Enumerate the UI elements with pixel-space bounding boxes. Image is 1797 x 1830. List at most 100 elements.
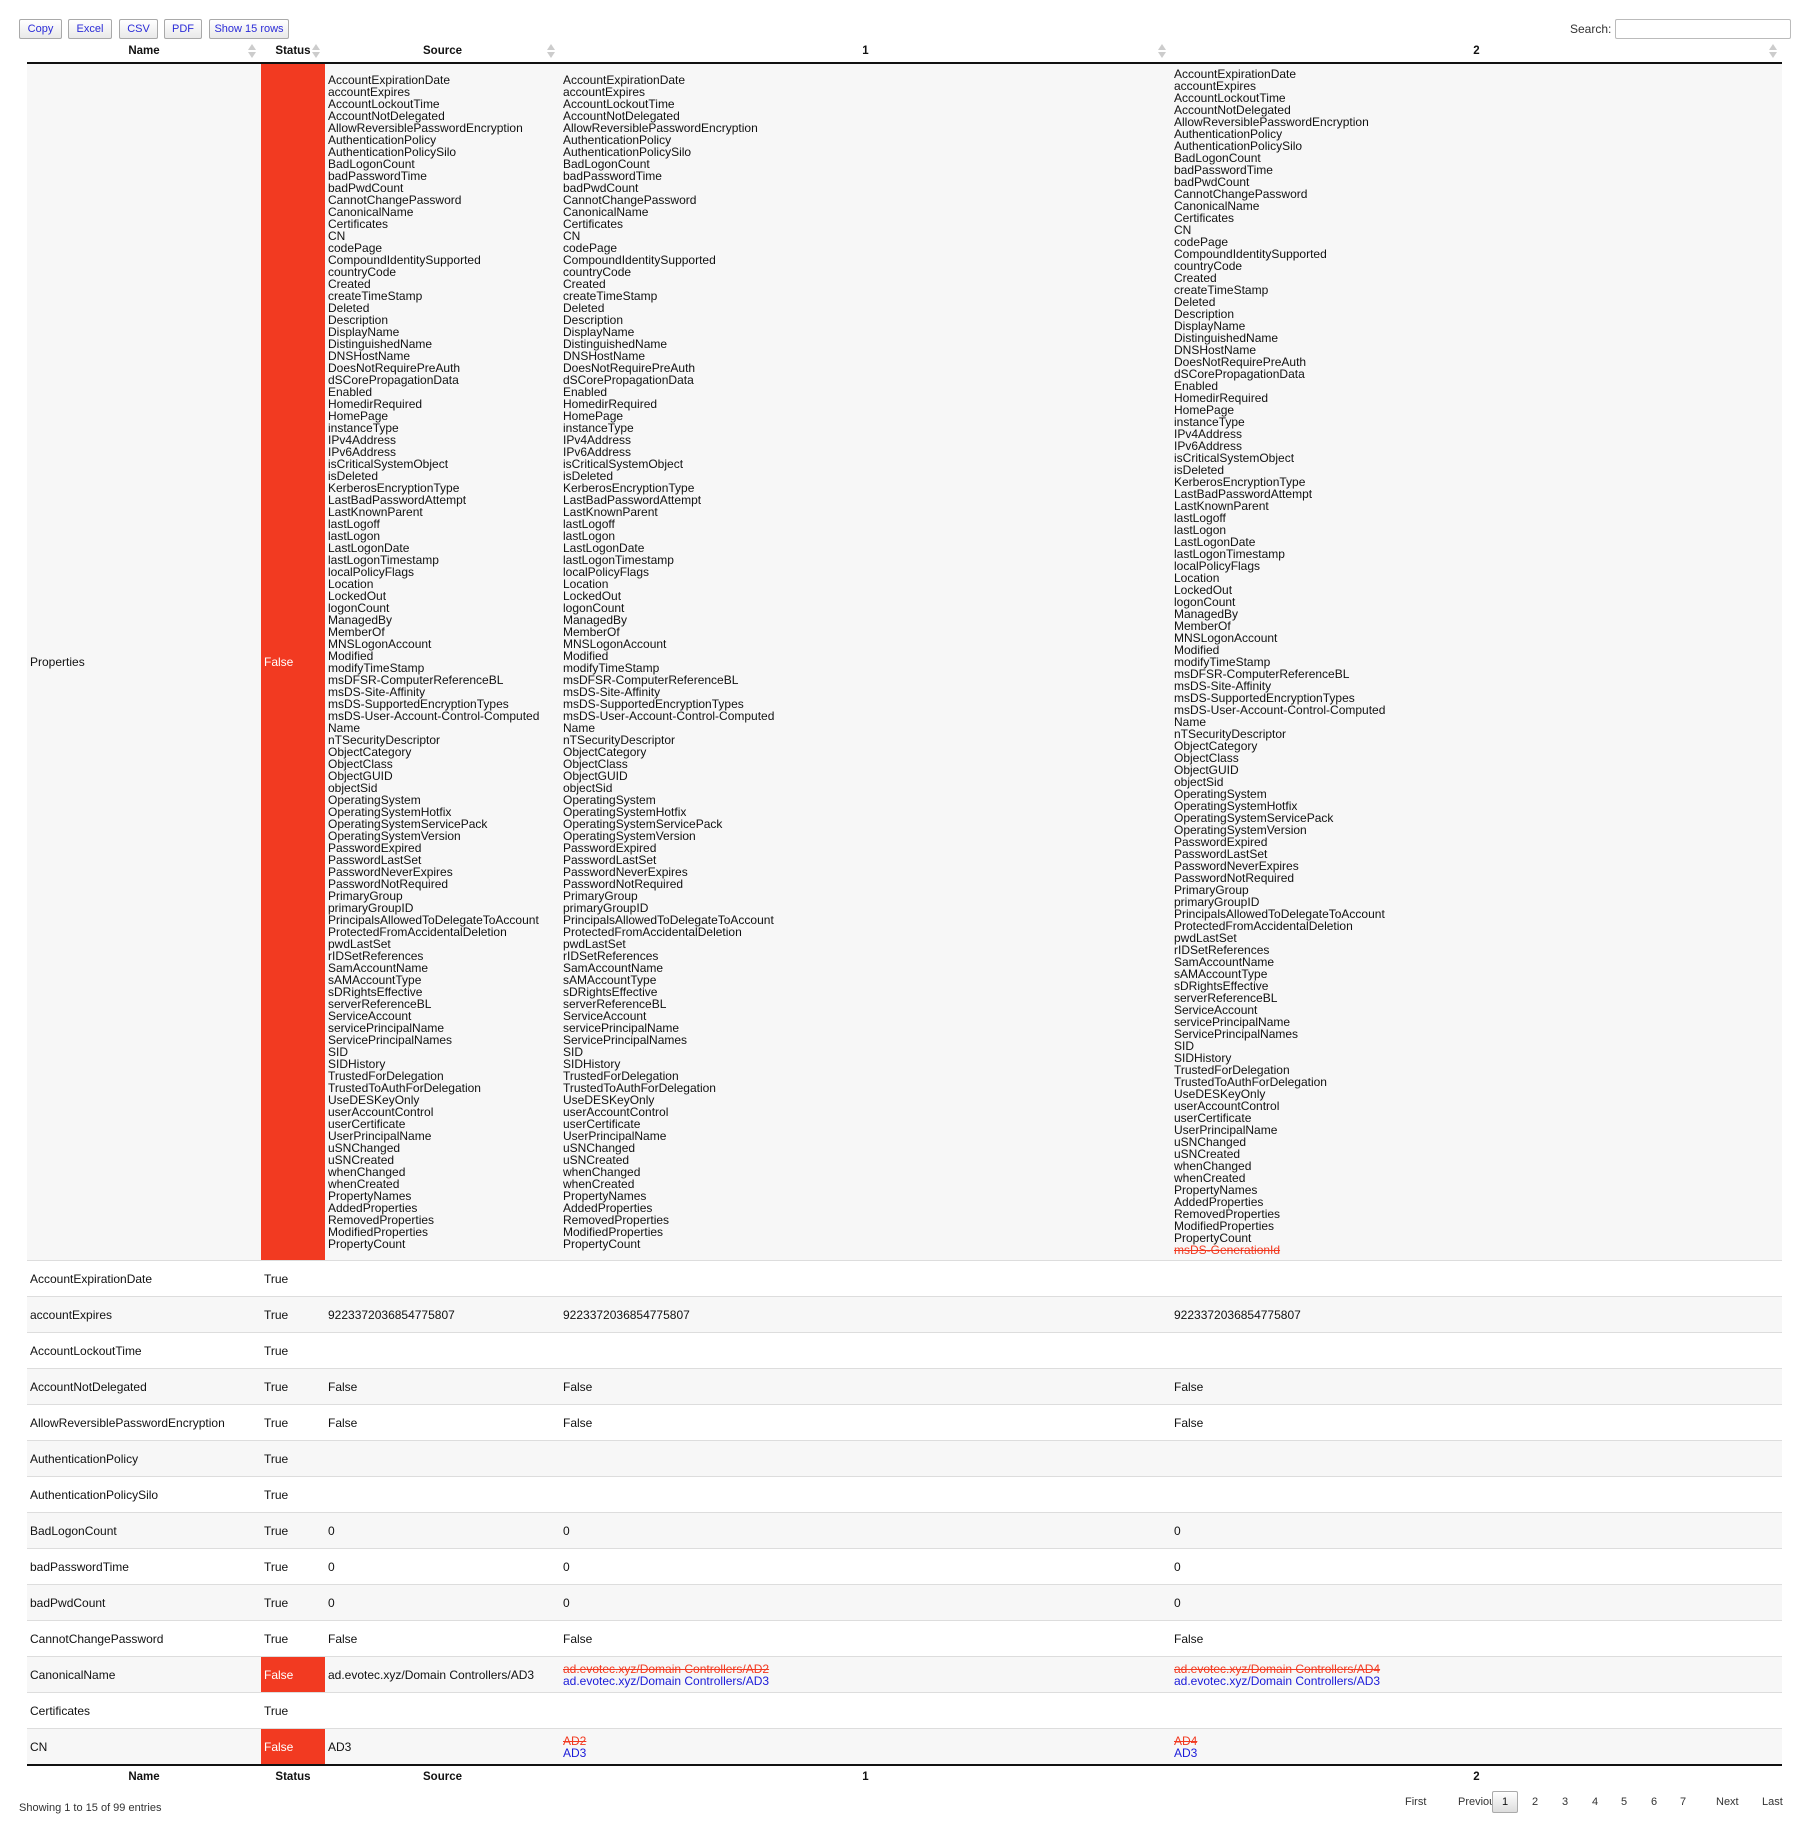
column-footer-source: Source (325, 1764, 560, 1787)
value: LastBadPasswordAttempt (328, 493, 467, 507)
pagination-page-current[interactable]: 1 (1492, 1791, 1518, 1813)
row-name: CannotChangePassword (27, 1620, 261, 1657)
value: userCertificate (328, 1117, 406, 1131)
value: BadLogonCount (1174, 151, 1261, 165)
sort-arrows-icon[interactable] (248, 43, 256, 59)
column-header-label: Status (275, 45, 311, 57)
status-badge: True (261, 1692, 325, 1729)
value: MNSLogonAccount (563, 637, 667, 651)
value: MemberOf (1174, 619, 1231, 633)
pagination-page[interactable]: 3 (1562, 1796, 1569, 1808)
value: PropertyCount (563, 1237, 641, 1251)
row-name: AccountExpirationDate (27, 1260, 261, 1297)
row-name: CN (27, 1728, 261, 1765)
value: CanonicalName (328, 205, 414, 219)
pagination-page[interactable]: 4 (1592, 1796, 1599, 1808)
table-row: CannotChangePassword True False False False (27, 1620, 1782, 1657)
pdf-button[interactable]: PDF (164, 19, 202, 39)
source-values: 0 (325, 1512, 560, 1549)
value: uSNChanged (563, 1141, 636, 1155)
pagination-previous[interactable]: Previous (1458, 1796, 1501, 1808)
source-values: False (325, 1404, 560, 1441)
value: OperatingSystemServicePack (1174, 811, 1334, 825)
value: ObjectClass (563, 757, 628, 771)
column-header-status[interactable]: Status (261, 41, 325, 64)
value: PasswordNotRequired (1174, 871, 1295, 885)
excel-button[interactable]: Excel (68, 19, 112, 39)
value: IPv6Address (328, 445, 397, 459)
column-header-col-2[interactable]: 2 (1171, 41, 1782, 64)
value: Created (1174, 271, 1217, 285)
row-name: accountExpires (27, 1296, 261, 1333)
value: OperatingSystem (328, 793, 421, 807)
value: SID (1174, 1039, 1195, 1053)
value: MNSLogonAccount (328, 637, 432, 651)
status-badge: True (261, 1260, 325, 1297)
value: UserPrincipalName (328, 1129, 432, 1143)
value: whenChanged (1174, 1159, 1252, 1173)
value: lastLogoff (1174, 511, 1226, 525)
column-header-name[interactable]: Name (27, 41, 261, 64)
value: pwdLastSet (328, 937, 391, 951)
pagination-page[interactable]: 2 (1532, 1796, 1539, 1808)
column-header-col-1[interactable]: 1 (560, 41, 1171, 64)
removed-value: ad.evotec.xyz/Domain Controllers/AD2 (563, 1661, 770, 1676)
csv-button[interactable]: CSV (119, 19, 158, 39)
value: whenChanged (563, 1165, 641, 1179)
value: SamAccountName (563, 961, 664, 975)
value: SamAccountName (1174, 955, 1275, 969)
sort-arrows-icon[interactable] (547, 43, 555, 59)
value: LastKnownParent (1174, 499, 1269, 513)
search-input[interactable] (1615, 19, 1791, 39)
pagination-next[interactable]: Next (1716, 1796, 1739, 1808)
source-values (325, 1692, 560, 1729)
show-rows-button[interactable]: Show 15 rows (209, 19, 289, 39)
value: ad.evotec.xyz/Domain Controllers/AD3 (328, 1667, 535, 1682)
value: ObjectGUID (1174, 763, 1239, 777)
value: AddedProperties (563, 1201, 653, 1215)
value: AuthenticationPolicySilo (563, 145, 692, 159)
sort-arrows-icon[interactable] (1158, 43, 1166, 59)
column-header-source[interactable]: Source (325, 41, 560, 64)
value: dSCorePropagationData (1174, 367, 1305, 381)
table-row: CN False AD3 AD2 AD3 AD4 AD3 (27, 1728, 1782, 1765)
server-1-values (560, 1692, 1171, 1729)
value: accountExpires (563, 85, 646, 99)
value: ObjectGUID (328, 769, 393, 783)
pagination-page[interactable]: 6 (1651, 1796, 1658, 1808)
removed-value: msDS-GenerationId (1174, 1243, 1281, 1257)
copy-button[interactable]: Copy (19, 19, 62, 39)
pagination-page[interactable]: 7 (1680, 1796, 1687, 1808)
sort-arrows-icon[interactable] (312, 43, 320, 59)
table-row: AccountExpirationDate True (27, 1260, 1782, 1297)
server-2-values: False (1171, 1620, 1782, 1657)
value: OperatingSystemHotfix (1174, 799, 1298, 813)
table-row: AuthenticationPolicy True (27, 1440, 1782, 1477)
value: instanceType (563, 421, 634, 435)
value: DNSHostName (1174, 343, 1257, 357)
pagination-first[interactable]: First (1405, 1796, 1427, 1808)
value: ObjectCategory (1174, 739, 1258, 753)
value: TrustedToAuthForDelegation (563, 1081, 716, 1095)
value: 9223372036854775807 (563, 1307, 690, 1322)
value: CompoundIdentitySupported (1174, 247, 1327, 261)
sort-arrows-icon[interactable] (1769, 43, 1777, 59)
source-values: 0 (325, 1548, 560, 1585)
value: sDRightsEffective (1174, 979, 1269, 993)
value: badPwdCount (563, 181, 639, 195)
value: AuthenticationPolicy (1174, 127, 1283, 141)
value: logonCount (563, 601, 625, 615)
value: lastLogonTimestamp (328, 553, 439, 567)
pagination-last[interactable]: Last (1762, 1796, 1783, 1808)
value: Certificates (1174, 211, 1235, 225)
value: pwdLastSet (563, 937, 626, 951)
column-footer-name: Name (27, 1764, 261, 1787)
table-info: Showing 1 to 15 of 99 entries (19, 1802, 162, 1814)
server-1-values: 9223372036854775807 (560, 1296, 1171, 1333)
value: isDeleted (1174, 463, 1225, 477)
table-row: BadLogonCount True 0 0 0 (27, 1512, 1782, 1549)
pagination-page[interactable]: 5 (1621, 1796, 1628, 1808)
value: ManagedBy (1174, 607, 1239, 621)
table-row: Properties False AccountExpirationDate acco… (27, 63, 1782, 1261)
value: Deleted (1174, 295, 1216, 309)
